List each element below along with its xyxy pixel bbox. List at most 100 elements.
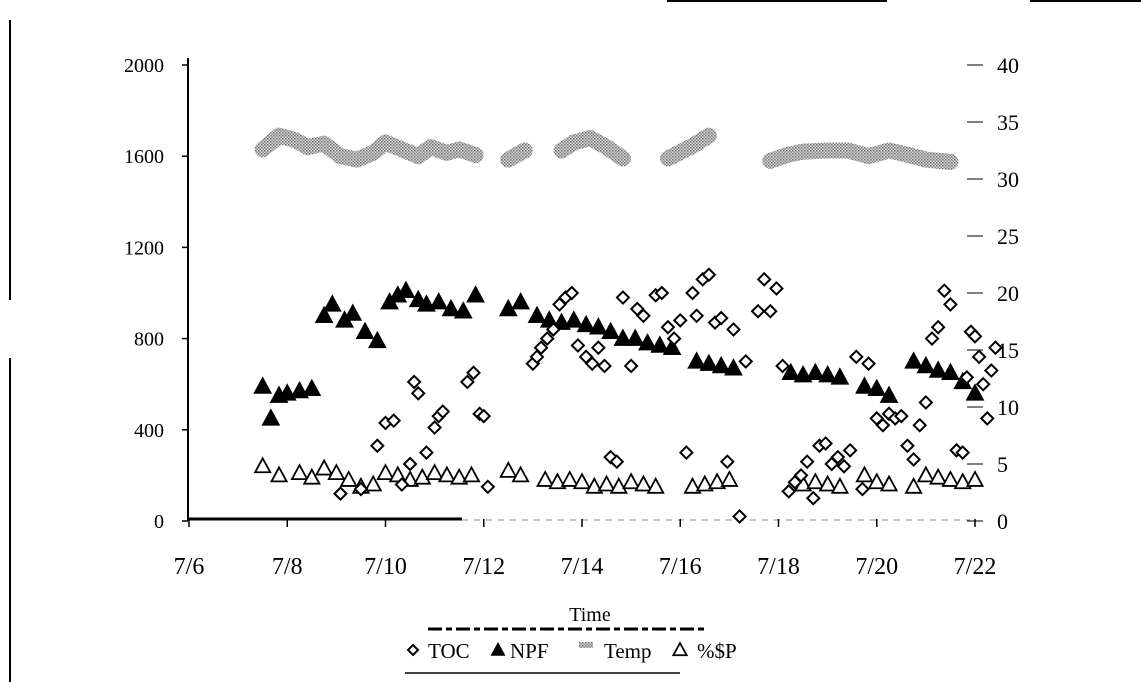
pct-sp-point	[548, 472, 567, 490]
temp-point	[261, 148, 264, 151]
npf-point	[343, 303, 363, 321]
npf-point	[638, 333, 657, 351]
pct-sp-point	[253, 456, 272, 474]
npf-point	[904, 351, 923, 369]
toc-point	[732, 509, 748, 524]
npf-point	[367, 330, 387, 349]
pct-sp-point	[560, 470, 579, 487]
pct-sp-point	[707, 472, 727, 490]
toc-point	[386, 413, 402, 429]
toc-point	[930, 319, 946, 335]
temp-point	[572, 141, 575, 144]
pct-sp-point	[450, 467, 469, 485]
series-toc	[333, 267, 1003, 524]
temp-point	[908, 154, 911, 157]
pct-sp-point	[609, 476, 628, 494]
temp-point	[605, 146, 608, 149]
npf-point	[466, 285, 485, 303]
y-left-tick-label: 400	[134, 420, 164, 442]
npf-point	[576, 314, 596, 333]
y-left-tick-label: 1600	[124, 146, 164, 168]
npf-point	[601, 321, 621, 340]
pct-sp-point	[511, 465, 530, 483]
x-axis-label: Time	[569, 604, 611, 626]
pct-sp-point	[622, 472, 641, 490]
npf-point	[511, 292, 530, 310]
temp-point	[306, 146, 309, 149]
toc-point	[836, 458, 852, 474]
temp-point	[294, 139, 297, 142]
pct-sp-point	[597, 474, 616, 492]
pct-sp-point	[364, 474, 383, 492]
toc-point	[988, 340, 1003, 356]
npf-point	[687, 351, 707, 369]
legend-label-toc: TOC	[428, 639, 470, 663]
legend-symbol-pct-sp	[671, 641, 689, 657]
toc-point	[983, 363, 999, 378]
temp-point	[785, 154, 788, 157]
pct-sp-point	[695, 474, 714, 492]
toc-point	[830, 449, 846, 465]
temp-band	[254, 127, 484, 168]
npf-point	[322, 294, 342, 312]
toc-point	[713, 310, 729, 326]
y-right-tick-label: 40	[997, 53, 1019, 78]
y-left-tick-label: 800	[134, 329, 164, 351]
x-tick-label: 7/6	[174, 554, 205, 580]
pct-sp-point	[585, 476, 604, 494]
npf-point	[818, 365, 838, 383]
toc-point	[893, 408, 909, 424]
toc-point	[590, 340, 606, 356]
npf-point	[261, 408, 281, 426]
toc-point	[564, 285, 580, 301]
npf-point	[527, 305, 547, 324]
toc-point	[900, 438, 915, 454]
y-right-tick-label: 20	[997, 281, 1019, 306]
temp-point	[666, 157, 669, 160]
temp-band	[762, 142, 959, 170]
toc-point	[918, 395, 934, 410]
pct-sp-point	[929, 467, 948, 485]
toc-point	[435, 404, 451, 419]
y-left-tick-label: 0	[154, 511, 164, 533]
pct-sp-point	[327, 463, 346, 481]
toc-point	[419, 445, 434, 461]
series-pct-sp	[253, 456, 985, 494]
toc-point	[333, 486, 348, 502]
temp-point	[339, 155, 342, 158]
legend-symbol-npf	[490, 641, 506, 656]
pct-sp-point	[879, 474, 899, 492]
pct-sp-point	[818, 474, 837, 492]
x-tick-label: 7/10	[364, 554, 407, 580]
toc-point	[609, 454, 625, 470]
npf-point	[355, 321, 375, 340]
pct-sp-point	[646, 476, 665, 494]
toc-point	[912, 417, 928, 433]
npf-point	[302, 378, 322, 397]
temp-point	[474, 154, 477, 157]
npf-point	[429, 292, 449, 310]
temp-point	[888, 149, 891, 152]
toc-point	[971, 349, 987, 365]
pct-sp-point	[290, 463, 309, 481]
toc-point	[775, 358, 791, 374]
toc-point	[402, 456, 418, 472]
toc-point	[459, 374, 475, 390]
y-right-tick-label: 30	[997, 167, 1019, 192]
temp-point	[826, 149, 829, 152]
temp-point	[384, 141, 387, 144]
temp-point	[523, 149, 526, 152]
pct-sp-point	[413, 467, 432, 485]
toc-point	[660, 319, 676, 335]
x-tick-label: 7/18	[757, 554, 800, 580]
legend: TOC NPF Temp %$P	[405, 639, 737, 674]
toc-point	[875, 417, 891, 433]
pct-sp-point	[683, 476, 702, 494]
temp-point	[417, 155, 420, 158]
x-tick-label: 7/14	[561, 554, 604, 580]
temp-point	[372, 151, 375, 154]
npf-point	[879, 385, 899, 403]
npf-point	[941, 362, 960, 381]
y-right-tick-label: 35	[997, 110, 1019, 135]
